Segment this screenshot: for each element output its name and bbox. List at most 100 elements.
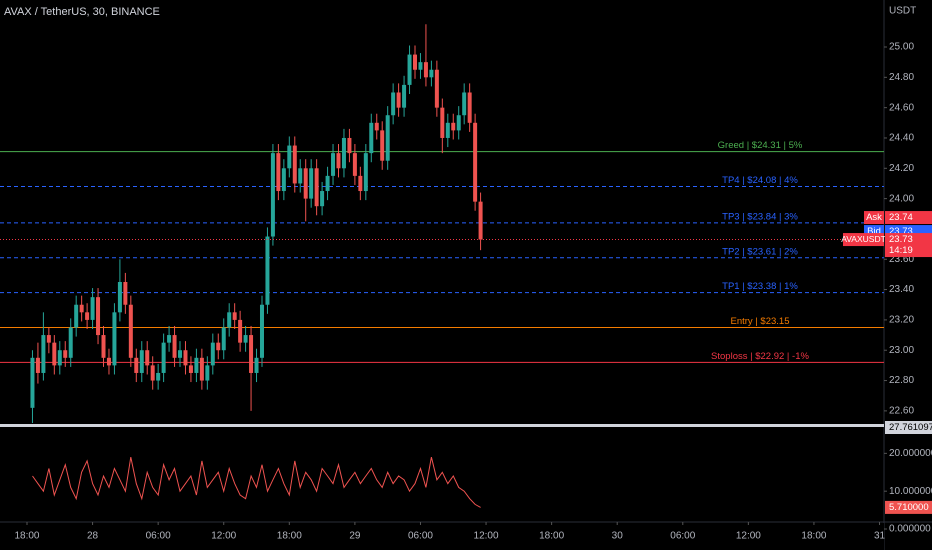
candle-body [369,122,374,154]
candle-body [199,357,204,381]
candle-body [434,69,439,108]
y-tick-label: 24.20 [889,163,914,174]
symbol-tag [843,233,884,247]
level-label: TP4 | $24.08 | 4% [722,175,798,186]
candle-body [341,137,346,169]
candle-body [309,168,314,199]
candle-body [183,350,188,366]
candle-body [74,304,79,328]
candle-body [467,92,472,123]
level-label: Stoploss | $22.92 | -1% [711,351,809,362]
candle-body [402,84,407,108]
candle-body [418,62,423,70]
chart-title: AVAX / TetherUS, 30, BINANCE [4,6,160,18]
candle-body [331,153,336,176]
bid-label: Bid [867,226,881,237]
last-value-label: 5.710000 [889,502,929,513]
candle-body [374,122,379,131]
candle-body [320,191,325,207]
x-tick-label: 06:00 [146,531,171,542]
y-tick-label: 25.00 [889,42,914,53]
candle-body [161,342,166,373]
level-label: TP2 | $23.61 | 2% [722,246,798,257]
y-tick-label: 24.60 [889,102,914,113]
candle-body [221,327,226,351]
bid-price: 23.73 [889,226,913,237]
x-tick-label: 12:00 [474,531,499,542]
candle-body [128,304,133,358]
candle-body [423,62,428,78]
y-tick-label: 23.00 [889,345,914,356]
x-tick-label: 06:00 [408,531,433,542]
y-tick-label: 23.20 [889,315,914,326]
candle-body [314,168,319,207]
candle-body [429,69,434,78]
level-label: Greed | $24.31 | 5% [718,140,803,151]
x-tick-label: 18:00 [539,531,564,542]
candle-body [112,312,117,366]
candle-body [216,342,221,351]
x-tick-label: 18:00 [801,531,826,542]
x-tick-label: 30 [612,531,624,542]
y-tick-label: 22.60 [889,406,914,417]
candle-body [243,335,248,343]
candle-body [35,357,40,373]
candle-body [150,365,155,381]
candle-body [178,350,183,358]
candle-body [325,175,330,192]
y-tick-label: 24.00 [889,193,914,204]
last-price-box [885,233,932,258]
candle-body [156,372,161,381]
ask-price-box [885,211,932,225]
candle-body [407,54,412,85]
level-label: Entry | $23.15 [731,316,790,327]
candle-body [440,107,445,138]
candle-body [30,357,35,408]
x-tick-label: 31 [874,531,886,542]
candle-body [445,122,450,138]
candle-body [52,342,57,366]
candle-body [478,201,483,240]
ask-price: 23.74 [889,212,913,223]
candle-body [134,357,139,373]
candle-body [462,92,467,116]
candle-body [139,350,144,373]
x-tick-label: 06:00 [670,531,695,542]
candle-body [232,312,237,320]
max-label-box [885,421,932,434]
candle-body [451,122,456,131]
candle-body [227,312,232,328]
candle-body [85,312,90,320]
pane-separator [0,424,884,427]
candle-body [249,335,254,373]
candle-body [117,282,122,313]
candle-body [336,153,341,169]
candle-body [46,335,51,343]
candle-body [96,297,101,336]
candle-body [298,168,303,184]
candle-body [259,304,264,358]
y-tick-label: 23.40 [889,284,914,295]
candle-body [68,327,73,358]
candle-body [473,122,478,202]
ask-label: Ask [866,212,882,223]
time-axis [0,523,884,550]
candle-body [292,145,297,184]
candle-body [254,357,259,373]
y-tick-label: 0.000000 [889,524,931,535]
candle-body [352,153,357,176]
y-tick-label: 10.000000 [889,486,932,497]
candle-body [287,145,292,169]
candle-body [380,130,385,161]
last-value-box [885,500,932,514]
candle-body [265,236,270,305]
candle-body [194,357,199,373]
y-tick-label: 23.60 [889,254,914,265]
candle-body [205,365,210,381]
candle-body [90,297,95,320]
candle-body [210,342,215,366]
candle-body [413,54,418,70]
candle-body [63,350,68,358]
